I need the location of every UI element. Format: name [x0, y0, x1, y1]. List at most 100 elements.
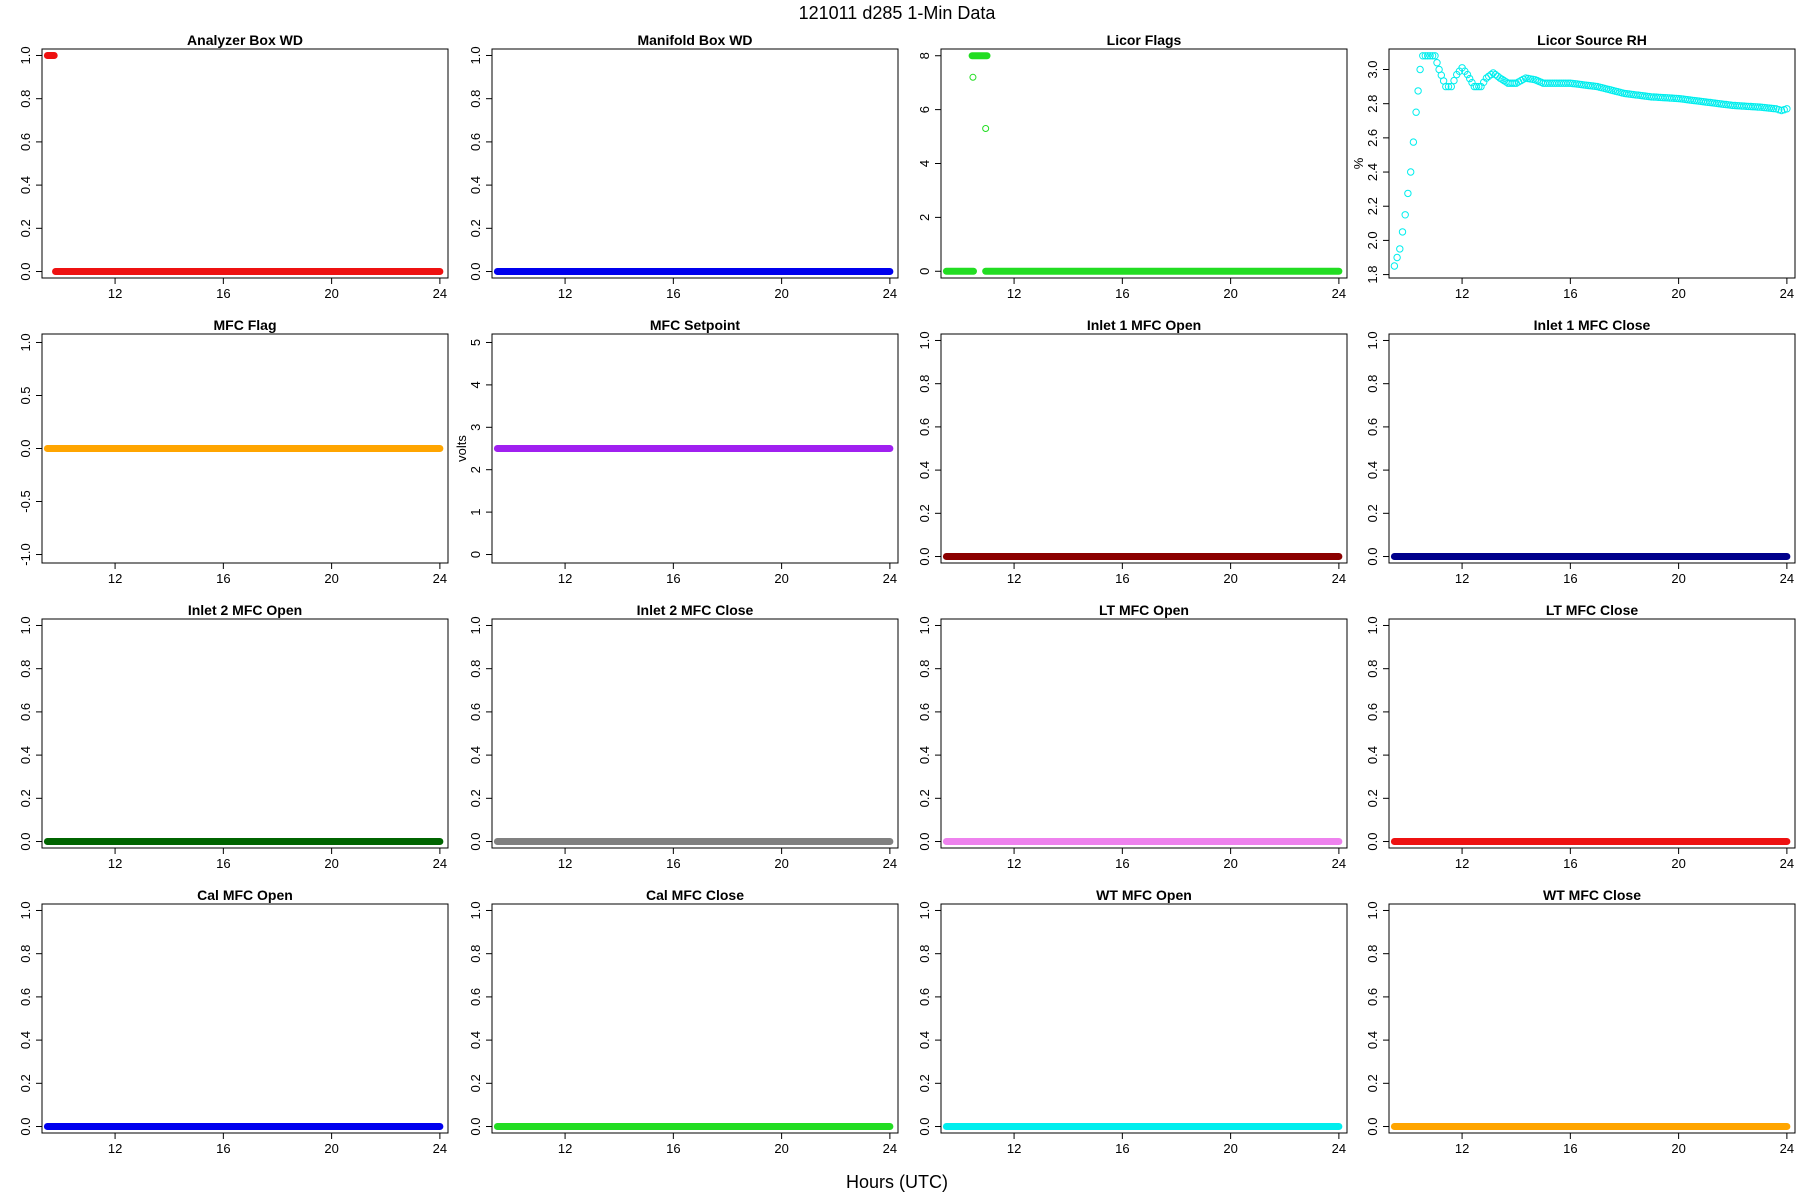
data-point	[1783, 105, 1791, 113]
x-tick-label: 12	[1455, 286, 1469, 301]
data-point	[1419, 52, 1427, 60]
y-axis-label: volts	[454, 435, 469, 462]
y-tick-label: 0.8	[468, 90, 483, 108]
panel-title: Inlet 1 MFC Open	[1087, 317, 1201, 333]
plot-frame	[1388, 618, 1796, 849]
y-tick-label: 0.2	[18, 1074, 33, 1092]
x-tick-label: 12	[1007, 856, 1021, 871]
y-tick-label: 1.0	[917, 616, 932, 634]
y-tick-label: 0.2	[1365, 1074, 1380, 1092]
y-tick-label: 0.0	[18, 1117, 33, 1135]
x-tick-label: 24	[433, 856, 447, 871]
y-tick-label: 2	[468, 466, 483, 473]
panel-title: Cal MFC Open	[197, 887, 293, 903]
x-tick-label: 20	[1223, 856, 1237, 871]
y-tick-label: 0.4	[468, 1031, 483, 1049]
panel-title: Inlet 1 MFC Close	[1534, 317, 1651, 333]
y-tick-label: 0.8	[468, 660, 483, 678]
panel-title: LT MFC Open	[1099, 602, 1189, 618]
y-tick-label: 0.2	[917, 1074, 932, 1092]
chart-panel: Inlet 2 MFC Close 12 16 20 24 0.0 0.2 0.4 0.6 0.8…	[468, 602, 899, 871]
data-point	[1708, 99, 1717, 107]
data-point	[1589, 82, 1597, 90]
y-tick-label: 0.4	[1365, 461, 1380, 479]
data-series	[1390, 52, 1791, 270]
x-tick-label: 12	[1455, 571, 1469, 586]
x-tick-label: 12	[1455, 1141, 1469, 1156]
data-point	[1683, 96, 1692, 104]
data-point	[1498, 75, 1506, 84]
y-tick-label: 0.8	[1365, 375, 1380, 393]
y-tick-label: 0.6	[18, 703, 33, 721]
y-tick-label: 0.0	[1365, 832, 1380, 850]
data-point	[1401, 211, 1409, 219]
panel-title: MFC Setpoint	[650, 317, 741, 333]
data-point	[1447, 82, 1456, 91]
x-tick-label: 12	[108, 286, 122, 301]
y-tick-label: 1.0	[1365, 331, 1380, 349]
y-tick-label: 1.0	[1365, 901, 1380, 919]
x-tick-label: 20	[1223, 1141, 1237, 1156]
y-tick-label: 6	[917, 106, 932, 113]
chart-panel: LT MFC Open 12 16 20 24 0.0 0.2 0.4 0.6 0.8 1.0	[917, 602, 1348, 871]
data-point	[1463, 70, 1472, 79]
x-tick-label: 24	[1332, 1141, 1346, 1156]
x-tick-label: 24	[883, 571, 897, 586]
plot-frame	[491, 48, 899, 279]
y-tick-label: 1.0	[18, 616, 33, 634]
x-tick-label: 12	[558, 571, 572, 586]
x-tick-label: 24	[1780, 1141, 1794, 1156]
chart-panel: MFC Flag 12 16 20 24 -1.0 -0.5 0.0 0.5 1.0	[18, 317, 449, 586]
y-tick-label: 0.6	[917, 703, 932, 721]
data-point	[1416, 65, 1424, 74]
chart-panel: Cal MFC Open 12 16 20 24 0.0 0.2 0.4 0.6 0.8 1.0	[18, 887, 449, 1156]
y-tick-label: 0.8	[1365, 660, 1380, 678]
data-point	[1695, 97, 1703, 105]
data-point	[1634, 91, 1642, 99]
plot-frame	[41, 618, 449, 849]
data-point	[1638, 92, 1647, 100]
x-tick-label: 12	[1007, 571, 1021, 586]
data-point	[1491, 70, 1500, 79]
data-point	[1393, 253, 1401, 262]
y-tick-label: 0.4	[1365, 746, 1380, 764]
x-tick-label: 12	[558, 1141, 572, 1156]
y-tick-label: 0.8	[1365, 945, 1380, 963]
plot-frame	[41, 903, 449, 1134]
y-axis-label: %	[1351, 157, 1366, 169]
y-tick-label: 0.0	[18, 262, 33, 280]
x-tick-label: 20	[324, 571, 338, 586]
y-tick-label: 0.4	[18, 1031, 33, 1049]
panel-title: Licor Flags	[1107, 32, 1182, 48]
data-point	[1398, 228, 1407, 236]
y-tick-label: 0.0	[1365, 547, 1380, 565]
y-tick-label: 2.2	[1365, 197, 1380, 215]
y-tick-label: 0.6	[1365, 418, 1380, 436]
data-point	[1753, 103, 1762, 111]
y-tick-label: 0.0	[1365, 1117, 1380, 1135]
x-tick-label: 20	[1671, 571, 1685, 586]
data-point	[1496, 74, 1504, 82]
x-tick-label: 24	[883, 1141, 897, 1156]
panel-title: Inlet 2 MFC Open	[188, 602, 302, 618]
x-tick-label: 24	[883, 286, 897, 301]
data-point	[1390, 262, 1399, 270]
y-tick-label: 2	[917, 214, 932, 221]
plot-frame	[940, 903, 1348, 1134]
data-point	[1409, 138, 1418, 146]
chart-panel: WT MFC Open 12 16 20 24 0.0 0.2 0.4 0.6 0.8 1.0	[917, 887, 1348, 1156]
panel-title: WT MFC Close	[1543, 887, 1641, 903]
y-tick-label: 0.8	[917, 945, 932, 963]
data-point	[1412, 108, 1420, 116]
x-tick-label: 12	[108, 1141, 122, 1156]
y-tick-label: 0.4	[468, 176, 483, 194]
y-tick-label: 0.8	[18, 945, 33, 963]
x-tick-label: 24	[433, 286, 447, 301]
x-tick-label: 12	[558, 286, 572, 301]
y-tick-label: 4	[917, 160, 932, 167]
x-tick-label: 20	[324, 1141, 338, 1156]
x-tick-label: 24	[1332, 856, 1346, 871]
y-tick-label: -0.5	[18, 490, 33, 512]
y-tick-label: 0.2	[18, 219, 33, 237]
y-tick-label: 1.0	[917, 901, 932, 919]
